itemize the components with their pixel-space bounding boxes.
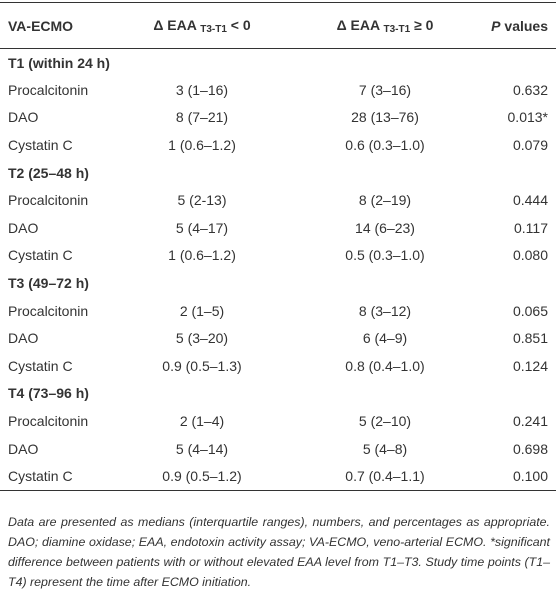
table-cell: 14 (6–23) <box>355 219 415 236</box>
table-cell: 2 (1–5) <box>179 302 225 319</box>
table-cell: 3 (1–16) <box>175 81 229 98</box>
table-cell: 0.065 <box>512 302 548 319</box>
table-cell: 5 (2–10) <box>358 413 412 430</box>
header-text: Δ EAA <box>336 16 380 33</box>
table-cell: Cystatin C <box>8 137 73 154</box>
table-cell: 2 (1–4) <box>179 413 225 430</box>
table-row: Procalcitonin 3 (1–16) 7 (3–16) 0.632 <box>0 76 556 104</box>
table-body: T1 (within 24 h) Procalcitonin 3 (1–16) 7 (… <box>0 49 556 490</box>
header-text: Δ EAA <box>153 16 197 33</box>
table-cell: 0.100 <box>512 467 548 484</box>
table-cell: Procalcitonin <box>8 413 89 430</box>
section-row: T4 (73–96 h) <box>0 380 556 408</box>
header-subscript: T3-T1 <box>200 23 227 35</box>
table-cell: Cystatin C <box>8 247 73 264</box>
table-row: Cystatin C 0.9 (0.5–1.3) 0.8 (0.4–1.0) 0.12… <box>0 352 556 380</box>
table-cell: 0.632 <box>512 81 548 98</box>
table-cell: 0.6 (0.3–1.0) <box>345 137 425 154</box>
table-cell: 0.013* <box>507 109 548 126</box>
table-cell: DAO <box>8 109 39 126</box>
table-cell: 0.9 (0.5–1.3) <box>162 357 242 374</box>
table-cell: 0.8 (0.4–1.0) <box>345 357 425 374</box>
header-text: P <box>491 17 501 34</box>
header-cell: Δ EAA T3-T1 < 0 <box>140 3 264 49</box>
table-cell: DAO <box>8 440 39 457</box>
table-cell: 5 (3–20) <box>175 330 229 347</box>
table-cell: 0.080 <box>512 247 548 264</box>
table-cell: 0.241 <box>512 413 548 430</box>
table-row: Cystatin C 0.9 (0.5–1.2) 0.7 (0.4–1.1) 0.10… <box>0 462 556 490</box>
table-cell: Procalcitonin <box>8 302 89 319</box>
section-title: T3 (49–72 h) <box>8 275 89 292</box>
table-cell: 8 (2–19) <box>358 192 412 209</box>
header-cell: Δ EAA T3-T1 ≥ 0 <box>264 3 464 49</box>
table-cell: 5 (4–17) <box>175 219 229 236</box>
table-cell: Procalcitonin <box>8 81 89 98</box>
section-row: T3 (49–72 h) <box>0 269 556 297</box>
data-table: VA-ECMO Δ EAA T3-T1 < 0 Δ EAA T3-T1 ≥ 0 … <box>0 2 556 491</box>
table-cell: 1 (0.6–1.2) <box>168 137 236 154</box>
table-cell: 5 (4–8) <box>362 440 408 457</box>
table-cell: Cystatin C <box>8 357 73 374</box>
section-row: T2 (25–48 h) <box>0 159 556 187</box>
table-cell: DAO <box>8 219 39 236</box>
header-text: < 0 <box>230 16 251 33</box>
table-cell: 0.444 <box>512 192 548 209</box>
table-row: DAO 5 (4–14) 5 (4–8) 0.698 <box>0 435 556 463</box>
table-cell: 28 (13–76) <box>351 109 419 126</box>
table-cell: 8 (3–12) <box>358 302 412 319</box>
header-text: values <box>504 17 548 34</box>
table-row: DAO 5 (4–17) 14 (6–23) 0.117 <box>0 214 556 242</box>
table-row: Procalcitonin 2 (1–5) 8 (3–12) 0.065 <box>0 297 556 325</box>
header-text: ≥ 0 <box>414 16 434 33</box>
footnote: Data are presented as medians (interquar… <box>8 515 550 589</box>
table-row: Procalcitonin 2 (1–4) 5 (2–10) 0.241 <box>0 407 556 435</box>
table-cell: Procalcitonin <box>8 192 89 209</box>
table-row: DAO 8 (7–21) 28 (13–76) 0.013* <box>0 104 556 132</box>
table-row: Procalcitonin 5 (2-13) 8 (2–19) 0.444 <box>0 186 556 214</box>
table-cell: 7 (3–16) <box>358 81 412 98</box>
table-cell: 1 (0.6–1.2) <box>168 247 236 264</box>
table-cell: 0.5 (0.3–1.0) <box>345 247 425 264</box>
table-cell: 0.117 <box>514 219 548 236</box>
table-cell: 0.851 <box>512 330 548 347</box>
table-cell: 0.7 (0.4–1.1) <box>345 467 425 484</box>
table-cell: Cystatin C <box>8 467 73 484</box>
table-row: DAO 5 (3–20) 6 (4–9) 0.851 <box>0 324 556 352</box>
section-row: T1 (within 24 h) <box>0 49 556 77</box>
header-subscript: T3-T1 <box>383 23 411 35</box>
table-cell: 6 (4–9) <box>362 330 408 347</box>
table-cell: 5 (4–14) <box>175 440 229 457</box>
table-cell: 0.9 (0.5–1.2) <box>162 467 242 484</box>
table-cell: 8 (7–21) <box>175 109 229 126</box>
table-row: Cystatin C 1 (0.6–1.2) 0.6 (0.3–1.0) 0.079 <box>0 131 556 159</box>
section-title: T1 (within 24 h) <box>8 54 110 71</box>
table-cell: 0.079 <box>512 137 548 154</box>
table-cell: 0.124 <box>512 357 548 374</box>
table-cell: 5 (2-13) <box>177 192 227 209</box>
table-cell: 0.698 <box>512 440 548 457</box>
table-cell: DAO <box>8 330 39 347</box>
header-cell: P values <box>464 3 556 49</box>
header-row: VA-ECMO Δ EAA T3-T1 < 0 Δ EAA T3-T1 ≥ 0 … <box>0 2 556 49</box>
header-cell: VA-ECMO <box>8 17 74 34</box>
section-title: T2 (25–48 h) <box>8 164 89 181</box>
section-title: T4 (73–96 h) <box>8 385 89 402</box>
table-row: Cystatin C 1 (0.6–1.2) 0.5 (0.3–1.0) 0.080 <box>0 242 556 270</box>
table-header: VA-ECMO Δ EAA T3-T1 < 0 Δ EAA T3-T1 ≥ 0 … <box>0 2 556 49</box>
